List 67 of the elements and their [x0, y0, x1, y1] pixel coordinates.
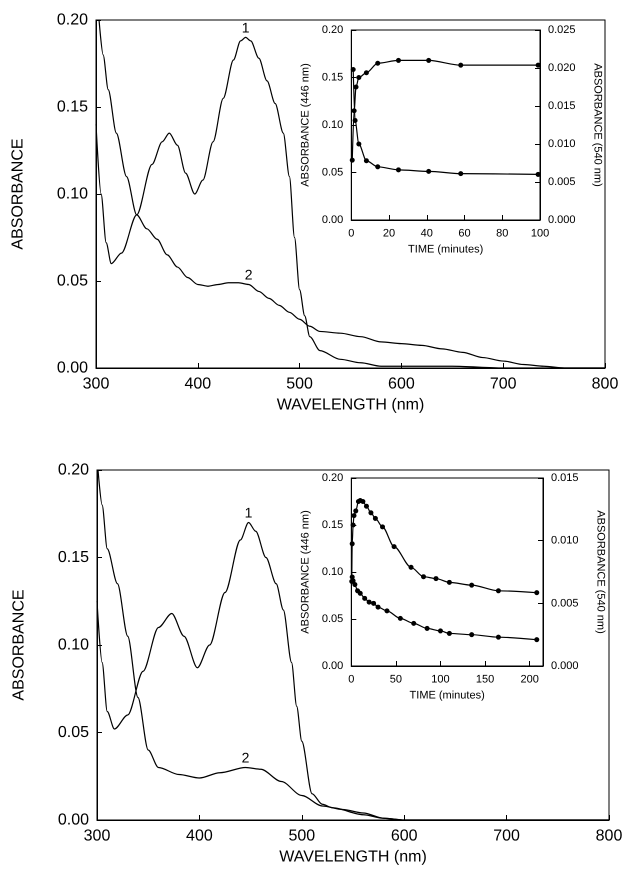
y-tick-label: 0.05 — [56, 272, 88, 290]
y-tick-label: 0.15 — [322, 519, 344, 531]
x-tick-label: 0 — [348, 674, 354, 686]
x-tick-label: 50 — [390, 674, 402, 686]
annotation: 1 — [244, 504, 253, 520]
y-tick-label: 0.05 — [322, 166, 344, 178]
y-tick-label: 0.00 — [322, 660, 344, 672]
y-tick-label: 0.20 — [56, 12, 88, 28]
x-tick-label: 600 — [390, 828, 418, 844]
y-tick-label: 0.00 — [322, 214, 344, 226]
y-tick-label: 0.20 — [322, 24, 344, 36]
y-axis-title: ABSORBANCE (446 nm) — [300, 510, 312, 634]
annotation: 2 — [244, 266, 253, 282]
x-tick-label: 500 — [288, 828, 316, 844]
y-tick-label: 0.05 — [322, 613, 344, 625]
y-tick-label: 0.10 — [322, 566, 344, 578]
y2-tick-label: 0.015 — [551, 472, 579, 484]
x-axis-title: TIME (minutes) — [408, 243, 484, 256]
x-tick-label: 800 — [596, 828, 622, 844]
y2-tick-label: 0.025 — [548, 24, 576, 36]
y-tick-label: 0.05 — [58, 724, 90, 741]
x-tick-label: 40 — [420, 228, 433, 240]
x-tick-label: 0 — [348, 228, 354, 240]
y-tick-label: 0.00 — [58, 812, 90, 828]
y-tick-label: 0.15 — [322, 72, 344, 84]
x-tick-label: 600 — [388, 376, 415, 392]
x-axis-title: WAVELENGTH (nm) — [276, 396, 424, 414]
y2-tick-label: 0.020 — [548, 62, 576, 74]
y-tick-label: 0.10 — [58, 636, 90, 654]
y2-axis-title: ABSORBANCE (540 nm) — [594, 510, 606, 634]
x-tick-label: 20 — [382, 228, 396, 240]
x-tick-label: 200 — [520, 674, 539, 686]
y2-tick-label: 0.005 — [551, 597, 579, 610]
annotation: 2 — [242, 750, 250, 766]
x-tick-label: 100 — [431, 674, 450, 686]
y2-tick-label: 0.000 — [551, 660, 579, 672]
y-tick-label: 0.20 — [58, 462, 90, 478]
y2-tick-label: 0.010 — [551, 534, 579, 547]
y2-axis-title: ABSORBANCE (540 nm) — [592, 63, 604, 187]
x-tick-label: 500 — [286, 376, 314, 392]
y-tick-label: 0.20 — [322, 472, 344, 484]
x-tick-label: 80 — [496, 228, 508, 240]
x-tick-label: 800 — [592, 376, 618, 392]
x-tick-label: 400 — [186, 828, 213, 844]
x-axis-title: TIME (minutes) — [410, 689, 485, 702]
x-tick-label: 300 — [84, 828, 110, 844]
y-axis-title: ABSORBANCE — [10, 138, 26, 250]
y2-tick-label: 0.000 — [548, 214, 576, 226]
x-tick-label: 60 — [458, 228, 471, 240]
y2-tick-label: 0.015 — [548, 100, 576, 112]
y-axis-title: ABSORBANCE (446 nm) — [300, 63, 312, 187]
y2-tick-label: 0.010 — [548, 138, 576, 150]
y-tick-label: 0.10 — [322, 119, 344, 131]
y-tick-label: 0.15 — [56, 98, 88, 116]
x-tick-label: 700 — [493, 828, 520, 844]
y2-tick-label: 0.005 — [548, 176, 576, 188]
x-axis-title: WAVELENGTH (nm) — [279, 848, 427, 866]
y-tick-label: 0.00 — [56, 360, 88, 376]
annotation: 1 — [242, 19, 250, 36]
y-tick-label: 0.15 — [58, 549, 90, 566]
x-tick-label: 150 — [476, 674, 494, 686]
x-tick-label: 100 — [530, 228, 550, 240]
x-tick-label: 700 — [490, 376, 517, 392]
y-tick-label: 0.10 — [56, 186, 88, 202]
x-tick-label: 400 — [184, 376, 212, 392]
x-tick-label: 300 — [82, 376, 110, 392]
y-axis-title: ABSORBANCE — [10, 589, 28, 701]
